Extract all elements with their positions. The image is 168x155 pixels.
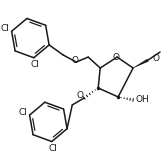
Text: O: O xyxy=(76,91,83,100)
Text: O: O xyxy=(113,53,120,62)
Text: O: O xyxy=(152,54,159,63)
Text: Cl: Cl xyxy=(49,144,57,153)
Text: Cl: Cl xyxy=(19,108,27,117)
Text: Cl: Cl xyxy=(31,60,39,69)
Text: OH: OH xyxy=(135,95,149,104)
Text: O: O xyxy=(72,55,79,64)
Polygon shape xyxy=(133,59,149,68)
Text: Cl: Cl xyxy=(1,24,10,33)
